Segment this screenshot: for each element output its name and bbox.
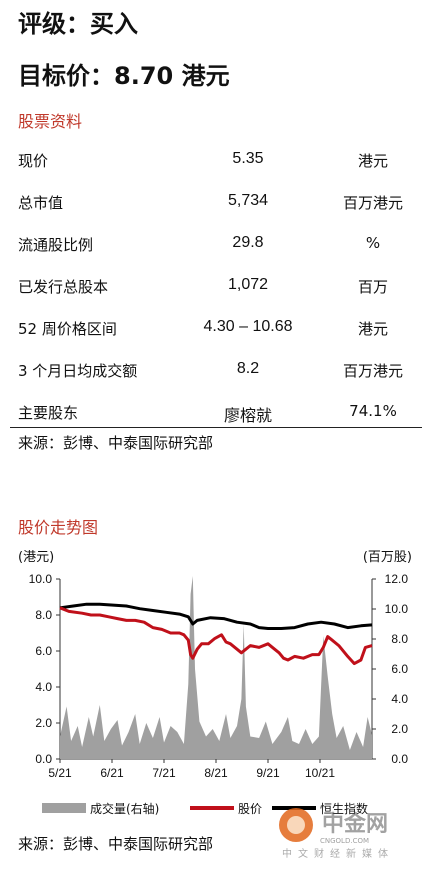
info-unit: 百万 [357, 278, 388, 296]
left-axis-unit: (港元) [18, 550, 54, 565]
info-row-major-shareholder: 主要股东 廖榕就 74.1% [18, 402, 418, 426]
right-tick-label: 2.0 [391, 722, 408, 736]
index-line [59, 602, 373, 630]
watermark-name: 中金网 [322, 811, 388, 837]
info-label: 总市值 [18, 194, 64, 212]
legend-volume-label: 成交量(右轴) [90, 801, 159, 816]
stock-info-source: 来源：彭博、中泰国际研究部 [18, 434, 214, 452]
volume-area [60, 576, 372, 759]
info-value: 5.35 [232, 150, 264, 167]
watermark-slogan: 中文财经新媒体 [282, 847, 394, 860]
right-tick-label: 6.0 [391, 662, 408, 676]
info-row-float-ratio: 流通股比例 29.8 % [18, 234, 418, 258]
legend-index-label: 恒生指数 [320, 801, 368, 816]
price-chart: (港元) (百万股) 0.0 2.0 4.0 6.0 8.0 10.0 0.0 2.0 4.0 6.0… [18, 550, 412, 816]
info-label: 52 周价格区间 [18, 320, 117, 338]
right-tick-label: 10.0 [385, 602, 409, 616]
right-tick-label: 4.0 [391, 692, 408, 706]
chart-title: 股价走势图 [18, 518, 99, 537]
info-value: 5,734 [227, 192, 269, 209]
left-tick-label: 0.0 [35, 752, 52, 766]
left-tick-label: 8.0 [35, 608, 52, 622]
stock-info-title: 股票资料 [18, 112, 83, 131]
x-tick-label: 6/21 [100, 766, 124, 780]
info-row-avg-turnover: 3 个月日均成交额 8.2 百万港元 [18, 360, 418, 384]
info-row-price: 现价 5.35 港元 [18, 150, 418, 174]
left-tick-label: 6.0 [35, 644, 52, 658]
right-tick-label: 0.0 [391, 752, 408, 766]
info-row-52w-range: 52 周价格区间 4.30 – 10.68 港元 [18, 318, 418, 342]
x-tick-label: 5/21 [48, 766, 72, 780]
info-unit: 港元 [357, 320, 388, 338]
right-tick-label: 12.0 [385, 572, 409, 586]
left-tick-label: 2.0 [35, 716, 52, 730]
info-value: 1,072 [227, 276, 269, 293]
info-label: 主要股东 [18, 404, 79, 422]
info-label: 流通股比例 [18, 236, 94, 254]
info-unit: 74.1% [349, 402, 397, 420]
watermark-domain: CNGOLD.COM [320, 837, 369, 845]
left-tick-label: 10.0 [29, 572, 53, 586]
target-price-heading: 目标价：8.70 港元 [18, 62, 230, 90]
watermark-logo: 中金网 CNGOLD.COM 中文财经新媒体 [279, 808, 394, 860]
info-label: 现价 [18, 152, 49, 170]
x-tick-label: 7/21 [152, 766, 176, 780]
price-line [59, 606, 373, 666]
info-unit: 港元 [357, 152, 388, 170]
right-axis-unit: (百万股) [363, 550, 412, 565]
x-tick-label: 10/21 [305, 766, 335, 780]
legend-volume-swatch [42, 803, 86, 813]
info-row-market-cap: 总市值 5,734 百万港元 [18, 192, 418, 216]
watermark-coin-inner-icon [287, 816, 305, 834]
info-unit: 百万港元 [342, 194, 403, 212]
table-divider [10, 427, 422, 428]
info-value: 廖榕就 [223, 408, 272, 425]
chart-source: 来源：彭博、中泰国际研究部 [18, 835, 214, 853]
x-tick-label: 8/21 [204, 766, 228, 780]
rating-heading: 评级：买入 [18, 10, 138, 38]
x-tick-label: 9/21 [256, 766, 280, 780]
legend-price-label: 股价 [238, 802, 262, 816]
info-unit: 百万港元 [342, 362, 403, 380]
info-value: 4.30 – 10.68 [203, 318, 293, 335]
right-tick-label: 8.0 [391, 632, 408, 646]
info-value: 29.8 [232, 234, 264, 251]
info-row-shares-issued: 已发行总股本 1,072 百万 [18, 276, 418, 300]
info-label: 3 个月日均成交额 [18, 362, 138, 380]
info-value: 8.2 [236, 360, 260, 377]
info-unit: % [365, 234, 381, 252]
info-label: 已发行总股本 [18, 278, 109, 296]
left-tick-label: 4.0 [35, 680, 52, 694]
